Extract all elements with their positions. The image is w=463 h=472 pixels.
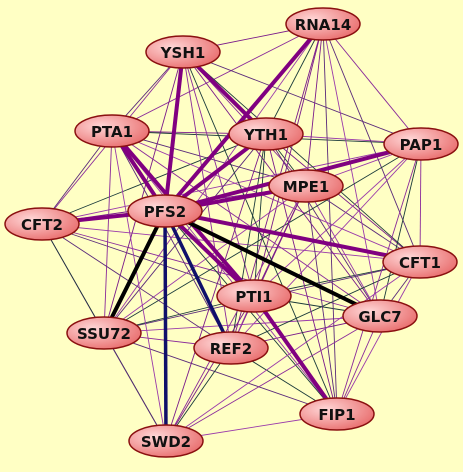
edge (253, 143, 422, 297)
edge (103, 23, 324, 334)
node-label: PFS2 (144, 203, 186, 221)
edge (305, 23, 324, 187)
node: PTI1 (216, 279, 292, 313)
edge (253, 23, 324, 297)
edge (165, 133, 267, 442)
node-label: SWD2 (141, 433, 191, 451)
node-label: PTI1 (235, 288, 272, 306)
edge (230, 143, 422, 349)
edge (265, 23, 324, 135)
node: YTH1 (228, 117, 304, 151)
node-shape (127, 194, 203, 228)
edge (41, 223, 381, 317)
edge (103, 133, 267, 334)
node-shape (342, 299, 418, 333)
node-label: GLC7 (358, 308, 401, 326)
edge (111, 130, 381, 317)
node-shape (383, 127, 459, 161)
node-label: YTH1 (243, 126, 288, 144)
edge (165, 295, 255, 442)
node: FIP1 (299, 397, 375, 431)
edge (103, 332, 167, 442)
node-label: REF2 (210, 340, 252, 358)
node-label: PAP1 (400, 136, 443, 154)
edge (336, 261, 421, 415)
edge (103, 332, 338, 415)
edge (163, 51, 185, 212)
edges (41, 22, 422, 442)
edge (182, 51, 255, 297)
node-shape (216, 279, 292, 313)
node-label: CFT2 (21, 216, 63, 234)
edge (322, 23, 381, 317)
node-shape (145, 35, 221, 69)
edge (41, 223, 255, 297)
node-shape (128, 424, 204, 458)
node-shape (268, 169, 344, 203)
node: PTA1 (74, 114, 150, 148)
node: PAP1 (383, 127, 459, 161)
node: SSU72 (66, 316, 142, 350)
node-shape (66, 316, 142, 350)
node-shape (285, 7, 361, 41)
edge (419, 143, 422, 263)
node-label: YSH1 (160, 44, 206, 62)
node-shape (4, 207, 80, 241)
edge (322, 23, 338, 415)
node: MPE1 (268, 169, 344, 203)
node-label: MPE1 (283, 178, 330, 196)
node-label: CFT1 (399, 254, 441, 272)
node: CFT1 (382, 245, 458, 279)
edge (102, 210, 167, 334)
edge (322, 23, 421, 263)
edge (252, 294, 339, 416)
node: PFS2 (127, 194, 203, 228)
node: YSH1 (145, 35, 221, 69)
node-shape (299, 397, 375, 431)
edge (164, 209, 421, 264)
node: RNA14 (285, 7, 361, 41)
node-label: FIP1 (318, 406, 355, 424)
node-label: PTA1 (91, 123, 133, 141)
edge (265, 133, 421, 263)
node-shape (193, 331, 269, 365)
edge (103, 185, 307, 334)
edge (164, 209, 381, 318)
edge (165, 315, 381, 442)
edge (165, 185, 307, 442)
node-label: RNA14 (295, 16, 352, 34)
edge (163, 22, 325, 213)
node-label: SSU72 (77, 325, 131, 343)
edge (322, 23, 422, 145)
node: CFT2 (4, 207, 80, 241)
edge (265, 133, 381, 317)
edge (111, 130, 232, 349)
edge (111, 130, 167, 442)
edge (41, 143, 422, 225)
node-shape (74, 114, 150, 148)
edge (305, 185, 338, 415)
edge (111, 23, 324, 132)
node-shape (382, 245, 458, 279)
edge (103, 51, 184, 334)
edge (163, 210, 168, 442)
edge (230, 261, 421, 349)
node: SWD2 (128, 424, 204, 458)
node: REF2 (193, 331, 269, 365)
edge (103, 130, 113, 334)
node: GLC7 (342, 299, 418, 333)
edge (163, 210, 233, 349)
edge (41, 223, 232, 349)
edge (379, 143, 422, 317)
nodes: RNA14 YSH1 PTA1 YTH1 PAP1 MPE1 PFS2 CFT2 CFT1 PTI… (4, 7, 459, 458)
node-shape (228, 117, 304, 151)
edge (336, 143, 422, 415)
edge (305, 185, 381, 317)
edge (182, 51, 421, 263)
edge (111, 130, 421, 263)
edge (182, 51, 338, 415)
edge (111, 130, 338, 415)
edge (230, 185, 307, 349)
